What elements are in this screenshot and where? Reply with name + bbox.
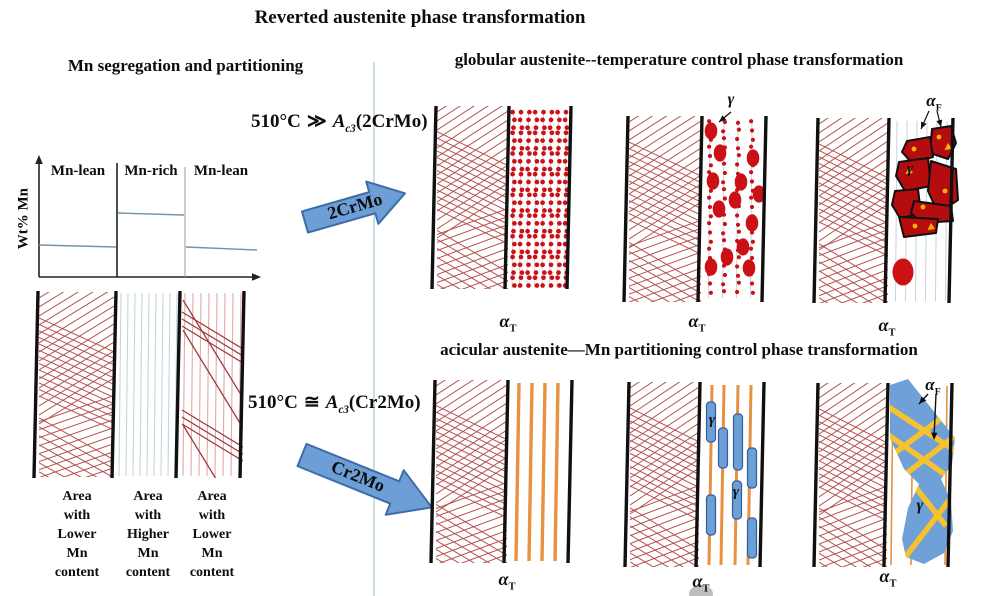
plot-y-axis-label: Wt% Mn — [15, 188, 32, 250]
equation-temp: 510°C — [251, 111, 301, 132]
globular-panel-3 — [812, 110, 959, 304]
hatch-band — [819, 118, 888, 303]
figure-title: Reverted austenite phase transformation — [254, 7, 586, 28]
alpha-t-label: αT — [692, 571, 710, 595]
hatch-band — [630, 382, 699, 567]
hatch-band — [436, 380, 507, 563]
gamma-label: γ — [732, 484, 740, 500]
hatch-band — [819, 383, 887, 567]
region-label-lean-2: Mn-lean — [193, 163, 249, 179]
globular-panel-2 — [622, 111, 768, 303]
acicular-panel-2 — [623, 381, 766, 596]
alpha-t-label: αT — [688, 311, 706, 335]
region-label-rich: Mn-rich — [124, 163, 178, 179]
gamma-label: γ — [727, 91, 735, 108]
area-caption-lower-1: Area with Lower Mn content — [54, 489, 100, 580]
ac3-subscript: c3 — [338, 403, 349, 416]
acicular-panel-3 — [812, 379, 955, 568]
mn-plot — [35, 155, 261, 281]
gamma-label: γ — [916, 497, 924, 514]
globular-panel-1 — [430, 105, 573, 290]
area-caption-higher: Area with Higher Mn content — [125, 489, 171, 580]
hatch-band — [39, 292, 114, 477]
alpha-t-label: αT — [879, 566, 897, 590]
alpha-f-label: αF — [926, 91, 942, 114]
much-greater-symbol: ≫ — [306, 111, 327, 132]
ac3-symbol: A — [325, 392, 339, 413]
alpha-f-label: αF — [925, 375, 941, 398]
approx-equal-symbol: ≅ — [303, 392, 320, 413]
area-caption-lower-2: Area with Lower Mn content — [189, 489, 235, 580]
top-process-arrow — [300, 180, 406, 234]
equation-globular: 510°C ≫ Ac3(2CrMo) — [251, 111, 428, 135]
gamma-label: γ — [906, 161, 914, 177]
alpha-t-label: αT — [498, 569, 516, 593]
hatch-band — [437, 106, 508, 289]
acicular-section-header: acicular austenite—Mn partitioning contr… — [440, 340, 918, 359]
equation-steel: (Cr2Mo) — [348, 392, 421, 413]
globular-section-header: globular austenite--temperature control … — [454, 50, 904, 69]
acicular-panel-1 — [429, 379, 574, 564]
left-section-header: Mn segregation and partitioning — [67, 56, 304, 75]
ac3-symbol: A — [332, 111, 346, 132]
bottom-process-arrow — [296, 442, 433, 516]
gamma-label: γ — [708, 412, 716, 428]
region-label-lean-1: Mn-lean — [50, 163, 106, 179]
process-arrows — [296, 180, 433, 516]
equation-acicular: 510°C ≅ Ac3(Cr2Mo) — [248, 392, 421, 416]
alpha-t-label: αT — [499, 311, 517, 335]
segregation-diagram — [32, 290, 246, 479]
alpha-t-label: αT — [878, 315, 896, 339]
hatch-band — [629, 116, 701, 302]
equation-temp: 510°C — [248, 392, 298, 413]
ac3-subscript: c3 — [345, 122, 356, 135]
equation-steel: (2CrMo) — [355, 111, 428, 132]
